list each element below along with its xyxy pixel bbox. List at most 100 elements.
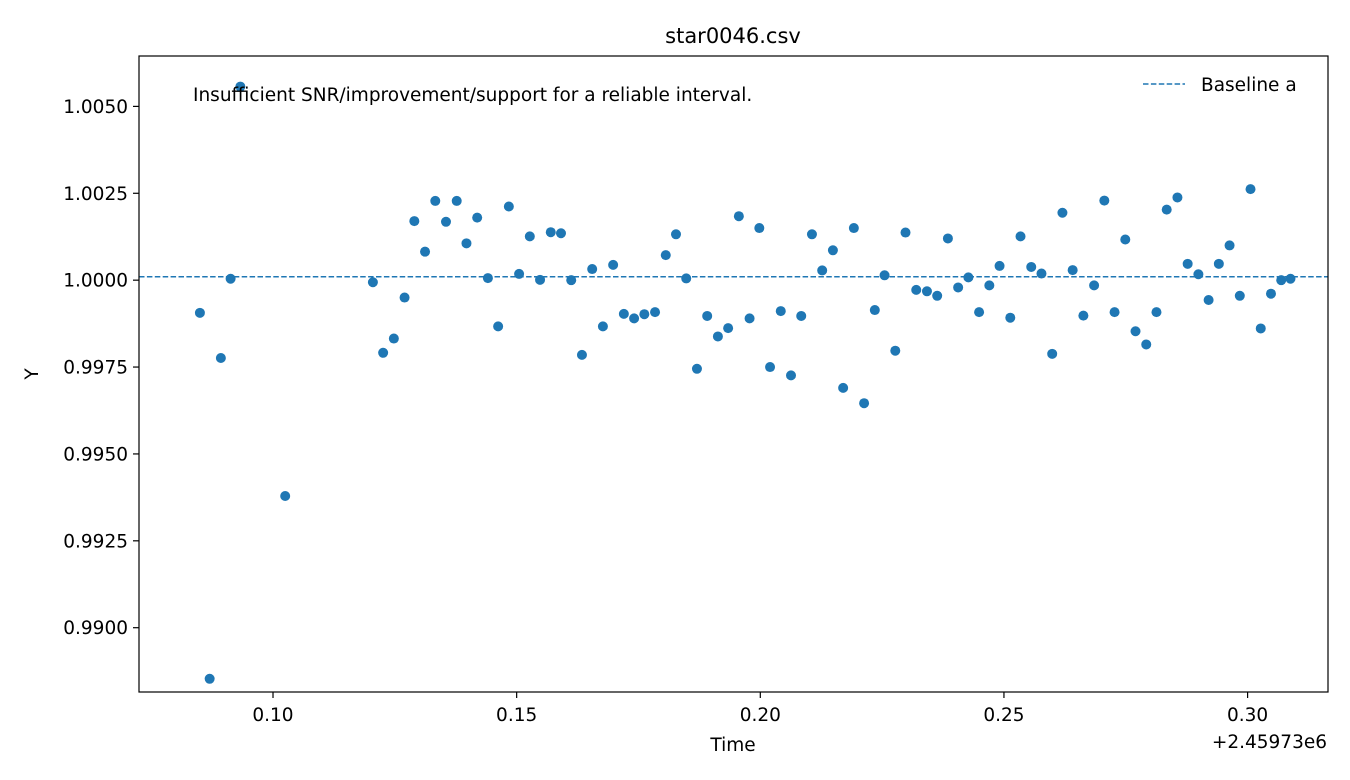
data-point-73	[1057, 207, 1068, 218]
data-point-84	[1172, 192, 1183, 203]
data-point-43	[744, 313, 755, 324]
data-point-54	[859, 398, 870, 409]
data-point-17	[472, 212, 483, 223]
data-point-83	[1161, 204, 1172, 215]
data-point-82	[1151, 307, 1162, 318]
data-point-55	[869, 305, 880, 316]
data-point-28	[587, 264, 598, 275]
data-point-62	[942, 233, 953, 244]
data-point-19	[493, 321, 504, 332]
data-point-42	[733, 211, 744, 222]
data-point-60	[921, 286, 932, 297]
plot-background	[139, 56, 1328, 692]
data-point-7	[367, 277, 378, 288]
x-tick-label: 0.10	[252, 705, 293, 726]
x-tick-label: 0.15	[496, 705, 537, 726]
data-point-79	[1120, 234, 1131, 245]
data-point-21	[514, 268, 525, 279]
data-point-51	[827, 245, 838, 256]
data-point-27	[576, 349, 587, 360]
data-point-75	[1078, 310, 1089, 321]
data-point-31	[618, 308, 629, 319]
data-point-35	[660, 250, 671, 261]
y-axis-label: Y	[22, 368, 43, 381]
data-point-12	[420, 246, 431, 257]
data-point-93	[1265, 288, 1276, 299]
data-point-90	[1234, 290, 1245, 301]
data-point-10	[399, 292, 410, 303]
data-point-92	[1255, 323, 1266, 334]
data-point-39	[702, 310, 713, 321]
y-tick-label: 0.9925	[63, 531, 128, 552]
data-point-85	[1182, 258, 1193, 269]
legend: Baseline a	[1143, 75, 1297, 96]
data-point-32	[629, 313, 640, 324]
data-point-50	[817, 265, 828, 276]
data-point-1	[194, 307, 205, 318]
data-point-88	[1213, 258, 1224, 269]
y-tick-label: 0.9950	[63, 444, 128, 465]
data-point-29	[597, 321, 608, 332]
data-point-8	[378, 347, 389, 358]
data-point-57	[890, 345, 901, 356]
plot-frame	[138, 55, 1329, 693]
data-point-5	[235, 81, 246, 92]
data-point-70	[1026, 261, 1037, 272]
data-point-44	[754, 223, 765, 234]
data-point-3	[215, 353, 226, 364]
data-point-95	[1285, 273, 1296, 284]
data-point-77	[1099, 195, 1110, 206]
y-tick-label: 1.0025	[63, 184, 128, 205]
data-point-64	[963, 272, 974, 283]
x-axis-label: Time	[709, 735, 755, 756]
y-tick-label: 1.0000	[63, 271, 128, 292]
data-point-24	[545, 227, 556, 238]
data-point-61	[932, 290, 943, 301]
data-point-53	[848, 223, 859, 234]
data-point-37	[681, 273, 692, 284]
data-point-18	[482, 273, 493, 284]
data-point-80	[1130, 326, 1141, 337]
y-tick-label: 0.9975	[63, 358, 128, 379]
chart-annotation: Insufficient SNR/improvement/support for…	[193, 85, 752, 106]
chart-title: star0046.csv	[665, 24, 801, 48]
data-point-23	[535, 274, 546, 285]
data-point-36	[670, 229, 681, 240]
data-point-78	[1109, 307, 1120, 318]
data-point-52	[838, 382, 849, 393]
data-point-76	[1089, 280, 1100, 291]
data-point-56	[879, 270, 890, 281]
x-tick-label: 0.20	[740, 705, 781, 726]
data-point-22	[524, 231, 535, 242]
data-point-65	[974, 307, 985, 318]
data-point-87	[1203, 294, 1214, 305]
data-point-26	[566, 275, 577, 286]
data-point-38	[691, 363, 702, 374]
data-point-69	[1015, 231, 1026, 242]
x-axis-offset-label: +2.45973e6	[1212, 732, 1327, 753]
legend-label-baseline-a: Baseline a	[1201, 75, 1297, 96]
data-point-59	[911, 284, 922, 295]
data-point-33	[639, 309, 650, 320]
data-point-94	[1276, 275, 1287, 286]
data-point-6	[280, 490, 291, 501]
data-point-67	[994, 260, 1005, 271]
x-tick-label: 0.25	[983, 705, 1024, 726]
data-point-25	[555, 228, 566, 239]
data-point-86	[1193, 269, 1204, 280]
data-point-58	[900, 227, 911, 238]
data-point-47	[786, 370, 797, 381]
data-point-45	[765, 362, 776, 373]
data-point-16	[461, 238, 472, 249]
data-point-71	[1036, 268, 1047, 279]
data-point-30	[608, 259, 619, 270]
data-point-48	[796, 310, 807, 321]
data-point-11	[409, 216, 420, 227]
data-point-63	[953, 282, 964, 293]
y-tick-label: 1.0050	[63, 97, 128, 118]
data-point-2	[204, 673, 215, 684]
x-tick-label: 0.30	[1227, 705, 1268, 726]
data-point-46	[775, 306, 786, 317]
data-point-68	[1005, 312, 1016, 323]
data-point-9	[388, 333, 399, 344]
